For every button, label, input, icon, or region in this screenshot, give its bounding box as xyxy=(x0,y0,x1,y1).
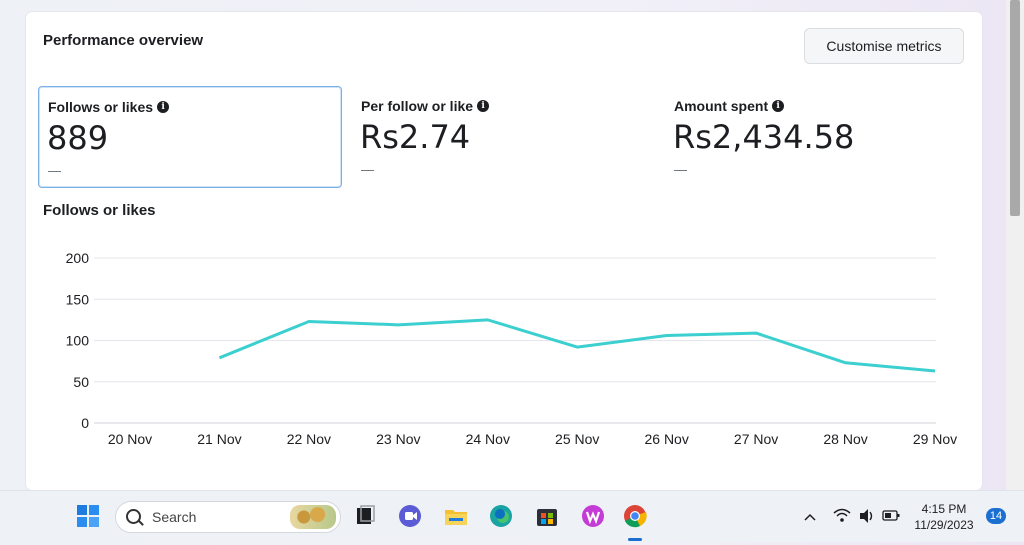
search-icon xyxy=(126,509,141,524)
notification-badge[interactable]: 14 xyxy=(986,508,1006,524)
x-tick-label: 22 Nov xyxy=(287,431,331,447)
x-tick-label: 20 Nov xyxy=(108,431,152,447)
metric-value: 889 xyxy=(47,119,109,157)
metric-label: Amount spent xyxy=(674,98,769,114)
x-tick-label: 27 Nov xyxy=(734,431,778,447)
metric-delta: — xyxy=(361,162,374,177)
x-tick-label: 25 Nov xyxy=(555,431,599,447)
info-icon[interactable]: i xyxy=(772,100,785,112)
customise-metrics-button[interactable]: Customise metrics xyxy=(804,28,964,64)
volume-icon[interactable] xyxy=(857,491,877,542)
metric-label: Follows or likes xyxy=(48,99,154,115)
meet-icon[interactable] xyxy=(397,503,423,529)
metric-card-follows[interactable]: Follows or likes i 889 — xyxy=(38,86,342,188)
file-explorer-icon[interactable] xyxy=(443,503,469,529)
wifi-icon[interactable] xyxy=(832,491,852,542)
x-tick-label: 23 Nov xyxy=(376,431,420,447)
metric-delta: — xyxy=(674,162,687,177)
scrollbar-thumb[interactable] xyxy=(1010,0,1020,216)
x-tick-label: 29 Nov xyxy=(913,431,957,447)
windows-start-icon[interactable] xyxy=(75,503,101,529)
y-tick-label: 200 xyxy=(66,250,90,266)
show-hidden-icons-chevron[interactable] xyxy=(802,491,818,542)
metric-delta: — xyxy=(48,163,61,178)
x-tick-label: 28 Nov xyxy=(823,431,867,447)
search-placeholder: Search xyxy=(152,509,197,525)
y-tick-label: 150 xyxy=(66,291,90,307)
info-icon[interactable]: i xyxy=(157,101,170,113)
chrome-icon[interactable] xyxy=(622,503,648,529)
clock-time: 4:15 PM xyxy=(921,502,967,516)
search-highlight-image xyxy=(290,505,336,529)
active-app-indicator xyxy=(628,538,642,541)
metric-card-per-follow[interactable]: Per follow or like i Rs2.74 — xyxy=(352,86,654,186)
metric-card-amount-spent[interactable]: Amount spent i Rs2,434.58 — xyxy=(665,86,967,186)
metric-label: Per follow or like xyxy=(361,98,474,114)
x-tick-label: 26 Nov xyxy=(644,431,688,447)
battery-icon[interactable] xyxy=(881,491,901,542)
follows-line-chart: 0 50 100 150 200 20 Nov 21 Nov 22 Nov 23 Nov 24 N… xyxy=(66,250,958,447)
page-scrollbar[interactable] xyxy=(1006,0,1024,490)
info-icon[interactable]: i xyxy=(477,100,490,112)
wps-office-icon[interactable] xyxy=(580,503,606,529)
system-clock[interactable]: 4:15 PM 11/29/2023 xyxy=(906,501,982,533)
clock-date: 11/29/2023 xyxy=(914,518,974,532)
store-icon[interactable] xyxy=(534,503,560,529)
y-tick-label: 0 xyxy=(81,415,89,431)
task-view-icon[interactable] xyxy=(352,503,378,529)
performance-overview-panel: Performance overview Customise metrics F… xyxy=(26,12,982,490)
x-tick-label: 24 Nov xyxy=(466,431,510,447)
windows-taskbar: Search 4:15 PM 11/29/2023 14 xyxy=(0,490,1024,542)
edge-icon[interactable] xyxy=(488,503,514,529)
taskbar-search-input[interactable]: Search xyxy=(115,501,341,533)
x-tick-label: 21 Nov xyxy=(197,431,241,447)
series-line[interactable] xyxy=(218,318,936,373)
y-tick-label: 50 xyxy=(73,374,89,390)
chart-title: Follows or likes xyxy=(43,202,156,219)
panel-title: Performance overview xyxy=(43,32,204,49)
y-tick-label: 100 xyxy=(66,333,90,349)
metric-value: Rs2,434.58 xyxy=(673,118,855,156)
metric-value: Rs2.74 xyxy=(360,118,471,156)
